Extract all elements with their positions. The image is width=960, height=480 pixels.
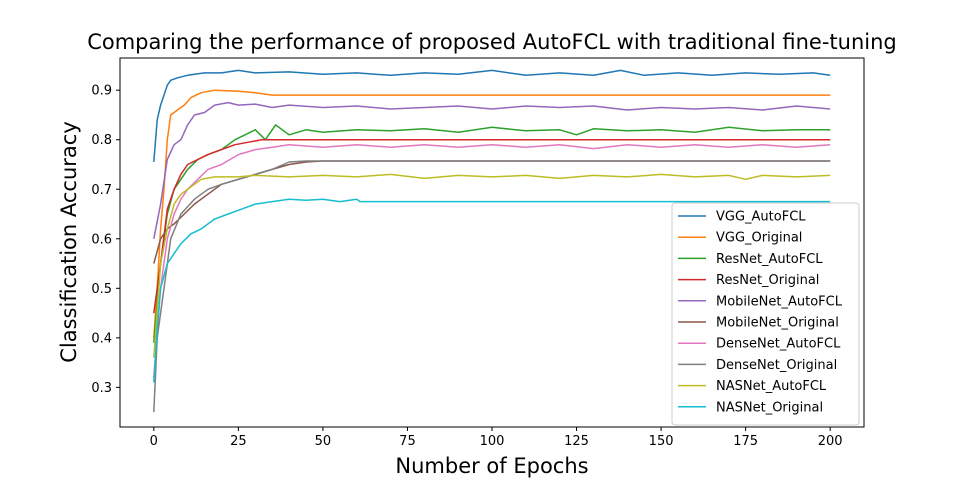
legend-entry: VGG_AutoFCL	[716, 210, 806, 225]
series-line-densenet-autofcl	[153, 143, 831, 378]
legend: VGG_AutoFCL VGG_Original ResNet_AutoFCL Res…	[671, 202, 860, 426]
legend-entry: MobileNet_Original	[716, 316, 839, 331]
y-tick-label: 0.8	[91, 133, 112, 148]
y-tick-label: 0.4	[91, 331, 112, 346]
y-tick-label: 0.7	[91, 183, 112, 198]
series-line-resnet-original	[153, 138, 831, 314]
axis-ticks: 0 25 50 75 100 125 150 175 200 0.3 0.4 0.5 0.6 0.7 0.8…	[91, 84, 842, 449]
legend-entry: DenseNet_Original	[716, 358, 837, 373]
y-axis-label: Classification Accuracy	[57, 121, 81, 363]
series-line-densenet-original	[153, 160, 831, 413]
series-line-nasnet-original	[153, 198, 831, 383]
legend-entry: ResNet_AutoFCL	[716, 252, 823, 267]
series-line-mobilenet-autofcl	[153, 101, 831, 239]
y-tick-label: 0.6	[91, 232, 112, 247]
legend-entry: NASNet_AutoFCL	[716, 379, 827, 394]
legend-entry: VGG_Original	[716, 231, 802, 246]
series-line-vgg-original	[153, 89, 831, 338]
y-tick-label: 0.3	[91, 381, 112, 396]
series-line-nasnet-autofcl	[153, 173, 831, 358]
x-tick-label: 50	[315, 434, 332, 449]
legend-frame	[671, 202, 860, 426]
series-line-vgg-autofcl	[153, 69, 831, 163]
x-tick-label: 125	[564, 434, 589, 449]
legend-entry: DenseNet_AutoFCL	[716, 337, 841, 352]
x-tick-label: 25	[230, 434, 247, 449]
x-tick-label: 200	[818, 434, 843, 449]
legend-entry: ResNet_Original	[716, 273, 819, 288]
x-tick-label: 75	[399, 434, 416, 449]
plot-area	[153, 69, 831, 413]
x-tick-label: 150	[649, 434, 674, 449]
legend-entry: NASNet_Original	[716, 400, 823, 415]
series-line-resnet-autofcl	[153, 124, 831, 343]
x-axis-label: Number of Epochs	[395, 454, 588, 478]
y-tick-label: 0.5	[91, 282, 112, 297]
chart-title: Comparing the performance of proposed Au…	[87, 30, 897, 54]
x-tick-label: 0	[150, 434, 158, 449]
x-tick-label: 100	[480, 434, 505, 449]
axes-frame	[119, 57, 865, 428]
x-tick-label: 175	[733, 434, 758, 449]
legend-entry: MobileNet_AutoFCL	[716, 294, 843, 309]
y-tick-label: 0.9	[91, 84, 112, 99]
